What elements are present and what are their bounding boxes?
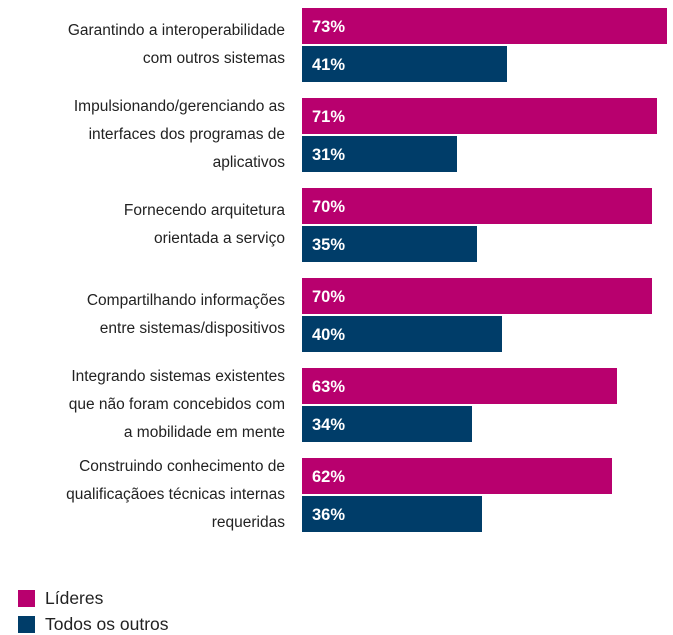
legend-label: Todos os outros (45, 614, 169, 634)
bar (302, 46, 507, 82)
category-label: Fornecendo arquitetura orientada a servi… (123, 202, 285, 247)
legend-swatch (18, 590, 35, 607)
legend-swatch (18, 616, 35, 633)
value-label: 36% (312, 506, 346, 524)
bar (302, 136, 457, 172)
bar (302, 226, 477, 262)
bar (302, 368, 617, 404)
value-label: 41% (312, 56, 346, 74)
bar (302, 316, 502, 352)
bar (302, 406, 472, 442)
bar (302, 188, 652, 224)
category-label: Compartilhando informações entre sistema… (86, 292, 285, 337)
category-label: Impulsionando/gerenciando as interfaces … (73, 98, 285, 171)
bar (302, 8, 667, 44)
value-label: 70% (312, 288, 346, 306)
value-label: 31% (312, 146, 346, 164)
bar (302, 278, 652, 314)
value-label: 40% (312, 326, 346, 344)
value-label: 71% (312, 108, 346, 126)
value-label: 62% (312, 468, 346, 486)
category-label: Construindo conhecimento de qualificação… (66, 458, 285, 531)
bar (302, 458, 612, 494)
value-label: 63% (312, 378, 346, 396)
value-label: 70% (312, 198, 346, 216)
value-label: 73% (312, 18, 346, 36)
value-label: 35% (312, 236, 346, 254)
category-label: Garantindo a interoperabilidade com outr… (67, 22, 285, 67)
value-label: 34% (312, 416, 346, 434)
legend-label: Líderes (45, 588, 104, 608)
bar (302, 496, 482, 532)
bar (302, 98, 657, 134)
category-label: Integrando sistemas existentes que não f… (68, 368, 285, 441)
